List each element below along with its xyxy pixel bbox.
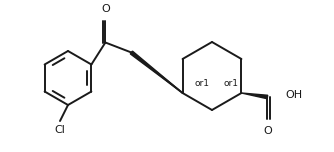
Polygon shape bbox=[130, 51, 183, 93]
Text: O: O bbox=[101, 3, 110, 14]
Text: OH: OH bbox=[286, 90, 303, 100]
Polygon shape bbox=[241, 93, 268, 99]
Text: or1: or1 bbox=[223, 78, 238, 88]
Text: or1: or1 bbox=[195, 78, 209, 88]
Text: Cl: Cl bbox=[54, 125, 65, 135]
Text: O: O bbox=[263, 126, 272, 136]
